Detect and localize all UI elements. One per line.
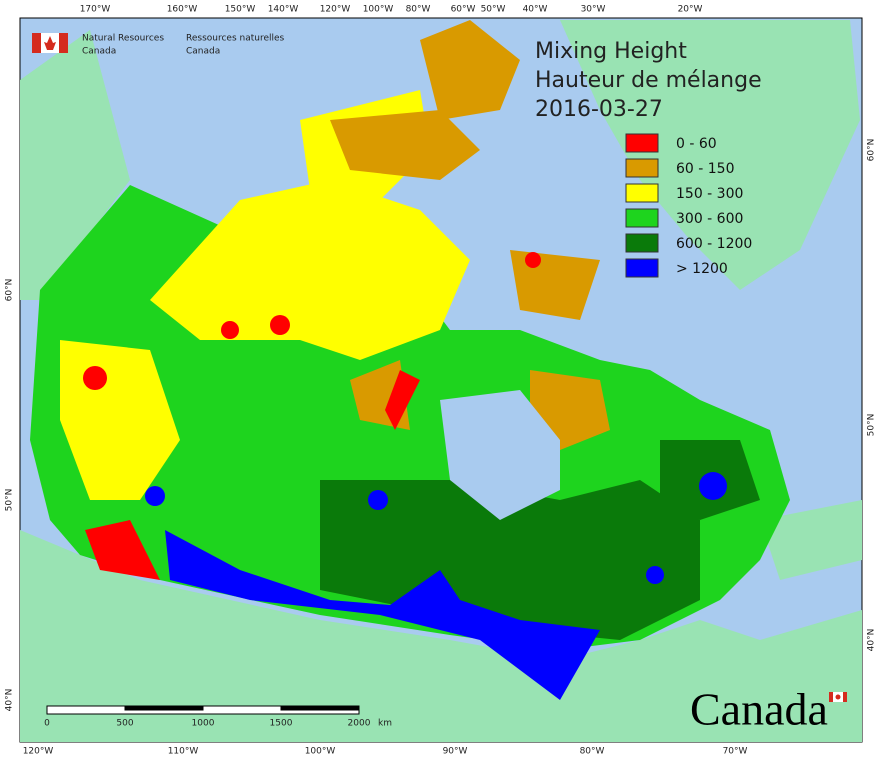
longitude-label: 60°W [451, 5, 476, 15]
legend-swatch [625, 208, 659, 228]
latitude-label: 40°N [5, 689, 15, 712]
scale-tick-label: 2000 [348, 719, 371, 729]
scale-unit: km [378, 719, 392, 729]
legend-swatch [625, 158, 659, 178]
legend-swatch [625, 233, 659, 253]
longitude-label: 170°W [80, 5, 111, 15]
legend-label: 600 - 1200 [676, 236, 752, 252]
longitude-label: 160°W [167, 5, 198, 15]
latitude-label: 50°N [5, 489, 15, 512]
longitude-label: 30°W [581, 5, 606, 15]
legend-swatch [625, 183, 659, 203]
latitude-label: 50°N [867, 414, 877, 437]
longitude-label: 110°W [168, 747, 199, 757]
longitude-label: 120°W [23, 747, 54, 757]
scale-tick-label: 1500 [270, 719, 293, 729]
agency-name: Canada [186, 47, 220, 57]
longitude-label: 100°W [363, 5, 394, 15]
scale-tick-label: 500 [116, 719, 133, 729]
longitude-label: 50°W [481, 5, 506, 15]
longitude-label: 90°W [443, 747, 468, 757]
agency-name: Natural Resources [82, 34, 164, 44]
longitude-label: 80°W [406, 5, 431, 15]
legend-swatch [625, 258, 659, 278]
legend-label: > 1200 [676, 261, 728, 277]
wordmark: Canada [690, 684, 828, 735]
longitude-label: 70°W [723, 747, 748, 757]
title-line: 2016-03-27 [535, 97, 663, 122]
latitude-label: 60°N [867, 139, 877, 162]
latitude-label: 60°N [5, 279, 15, 302]
latitude-label: 40°N [867, 629, 877, 652]
legend-label: 60 - 150 [676, 161, 735, 177]
longitude-label: 120°W [320, 5, 351, 15]
scale-tick-label: 0 [44, 719, 50, 729]
legend-label: 0 - 60 [676, 136, 717, 152]
agency-name: Canada [82, 47, 116, 57]
canada-fields [30, 20, 790, 700]
land [20, 20, 862, 742]
longitude-label: 100°W [305, 747, 336, 757]
title-line: Hauteur de mélange [535, 68, 762, 93]
longitude-label: 140°W [268, 5, 299, 15]
agency-name: Ressources naturelles [186, 34, 285, 44]
legend-swatch [625, 133, 659, 153]
flag-logo [32, 33, 847, 702]
longitude-label: 80°W [580, 747, 605, 757]
scale-tick-label: 1000 [192, 719, 215, 729]
longitude-label: 40°W [523, 5, 548, 15]
legend-label: 300 - 600 [676, 211, 743, 227]
scale-bar [46, 705, 360, 715]
title-line: Mixing Height [535, 39, 687, 64]
longitude-label: 20°W [678, 5, 703, 15]
longitude-label: 150°W [225, 5, 256, 15]
legend-label: 150 - 300 [676, 186, 743, 202]
